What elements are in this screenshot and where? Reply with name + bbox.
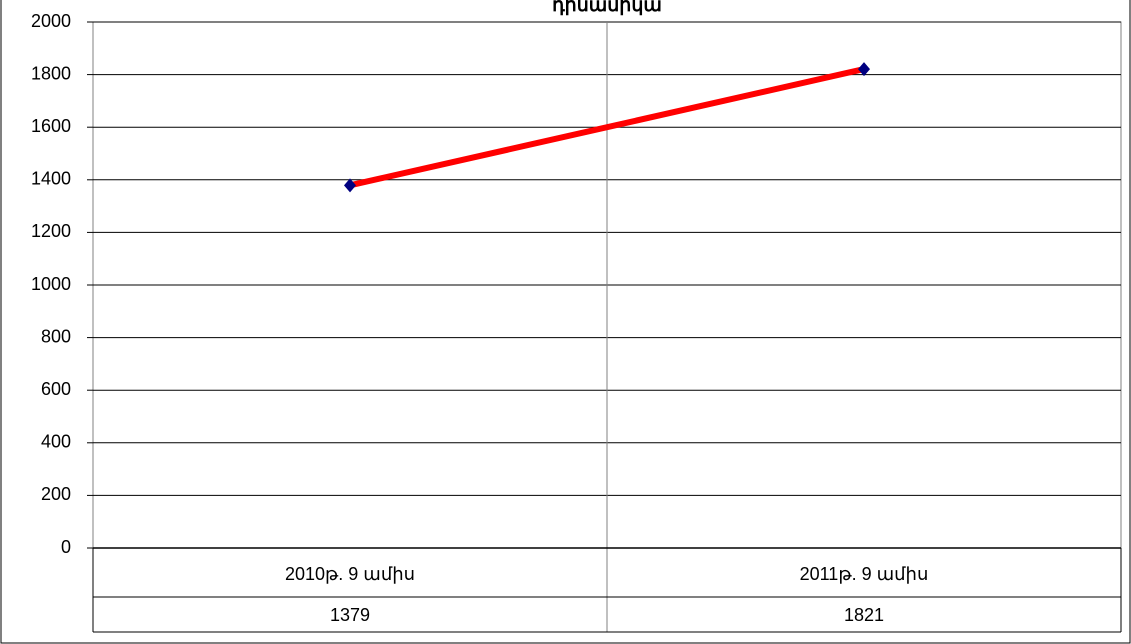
y-tick-label: 800 [41,326,71,346]
data-point [858,62,870,77]
y-tick-label: 400 [41,432,71,452]
chart-title: դինամիկա [552,0,662,16]
data-point [344,178,356,193]
x-tick-label: 2010թ. 9 ամիս [285,564,415,584]
table-value: 1379 [330,605,370,625]
y-tick-label: 1000 [31,274,71,294]
y-tick-label: 600 [41,379,71,399]
y-tick-label: 200 [41,484,71,504]
y-tick-label: 1800 [31,63,71,83]
y-tick-label: 1200 [31,221,71,241]
table-value: 1821 [844,605,884,625]
y-tick-label: 1400 [31,169,71,189]
y-tick-label: 1600 [31,116,71,136]
x-tick-label: 2011թ. 9 ամիս [800,564,929,584]
y-tick-label: 2000 [31,11,71,31]
y-tick-label: 0 [61,537,71,557]
series-line [349,66,865,189]
